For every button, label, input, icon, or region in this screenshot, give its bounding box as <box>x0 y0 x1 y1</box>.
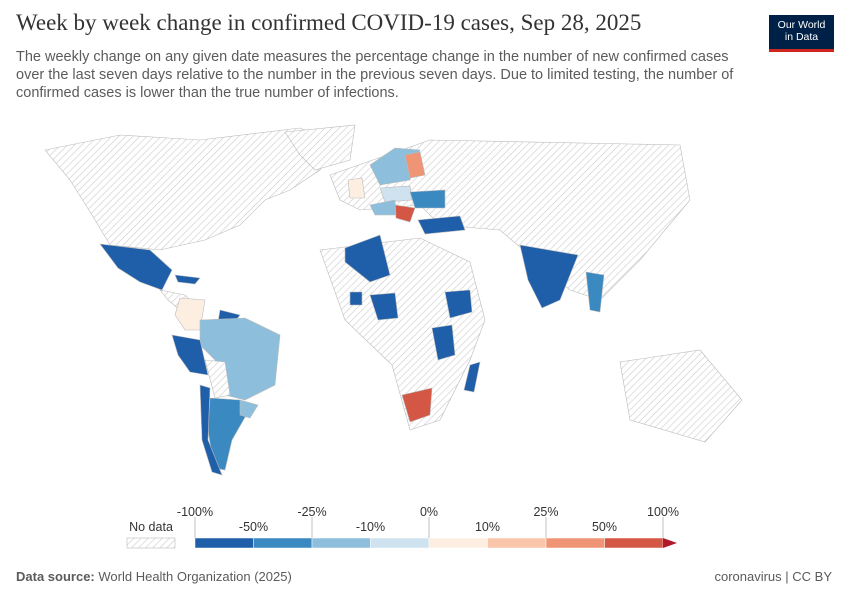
thailand <box>585 271 605 313</box>
logo-line: Our World <box>777 19 826 31</box>
legend-swatch <box>545 537 605 549</box>
legend-swatch <box>604 537 664 549</box>
legend-swatch <box>194 537 254 549</box>
title: Week by week change in confirmed COVID-1… <box>16 10 642 35</box>
uk <box>347 177 366 199</box>
greenland <box>284 124 356 171</box>
legend-label: 10% <box>475 520 500 534</box>
bolivia <box>204 359 231 399</box>
ghana <box>349 291 363 306</box>
australia <box>619 349 743 443</box>
legend-swatch <box>311 537 371 549</box>
mexico <box>99 243 173 291</box>
subtitle: The weekly change on any given date meas… <box>16 49 734 101</box>
countries <box>44 124 743 476</box>
finland <box>404 151 426 179</box>
peru <box>171 334 209 376</box>
tanzania <box>431 324 456 361</box>
legend-label: -50% <box>239 520 268 534</box>
legend-label: 25% <box>533 505 558 519</box>
legend-swatch <box>370 537 430 549</box>
algeria <box>344 234 391 283</box>
logo-line: in Data <box>784 31 819 43</box>
uruguay <box>239 399 259 419</box>
south-africa <box>401 387 433 423</box>
legend-arrow <box>663 538 677 548</box>
africa <box>319 237 486 431</box>
turkey <box>417 215 466 235</box>
central-europe <box>369 199 397 216</box>
north-america <box>44 127 331 251</box>
source: World Health Organization (2025) <box>98 569 292 584</box>
logo[interactable]: Our World in Data <box>769 15 834 52</box>
legend-label: -25% <box>297 505 326 519</box>
source-label: Data source: <box>16 569 95 584</box>
india <box>519 244 579 309</box>
no-data-label: No data <box>129 520 173 534</box>
footer-source: Data source: World Health Organization (… <box>16 569 292 584</box>
chile <box>199 384 223 476</box>
legend-swatch <box>253 537 313 549</box>
eurasia <box>329 139 691 301</box>
nigeria <box>369 292 399 321</box>
brazil <box>199 317 281 401</box>
legend-label: -10% <box>356 520 385 534</box>
legend-label: 0% <box>420 505 438 519</box>
license[interactable]: coronavirus | CC BY <box>714 569 832 584</box>
madagascar <box>463 361 481 393</box>
ukraine <box>409 189 446 209</box>
colombia <box>174 297 206 331</box>
legend-label: -100% <box>177 505 213 519</box>
no-data-swatch <box>126 537 176 549</box>
ethiopia <box>444 289 473 319</box>
legend-swatch <box>428 537 488 549</box>
legend-label: 50% <box>592 520 617 534</box>
legend: No data -100% -25% 0% 25% 100% -50% -10% 10% 50% <box>126 505 679 549</box>
poland <box>379 185 413 203</box>
legend-label: 100% <box>647 505 679 519</box>
balkans <box>394 204 416 223</box>
cuba <box>174 274 201 285</box>
legend-swatch <box>487 537 547 549</box>
